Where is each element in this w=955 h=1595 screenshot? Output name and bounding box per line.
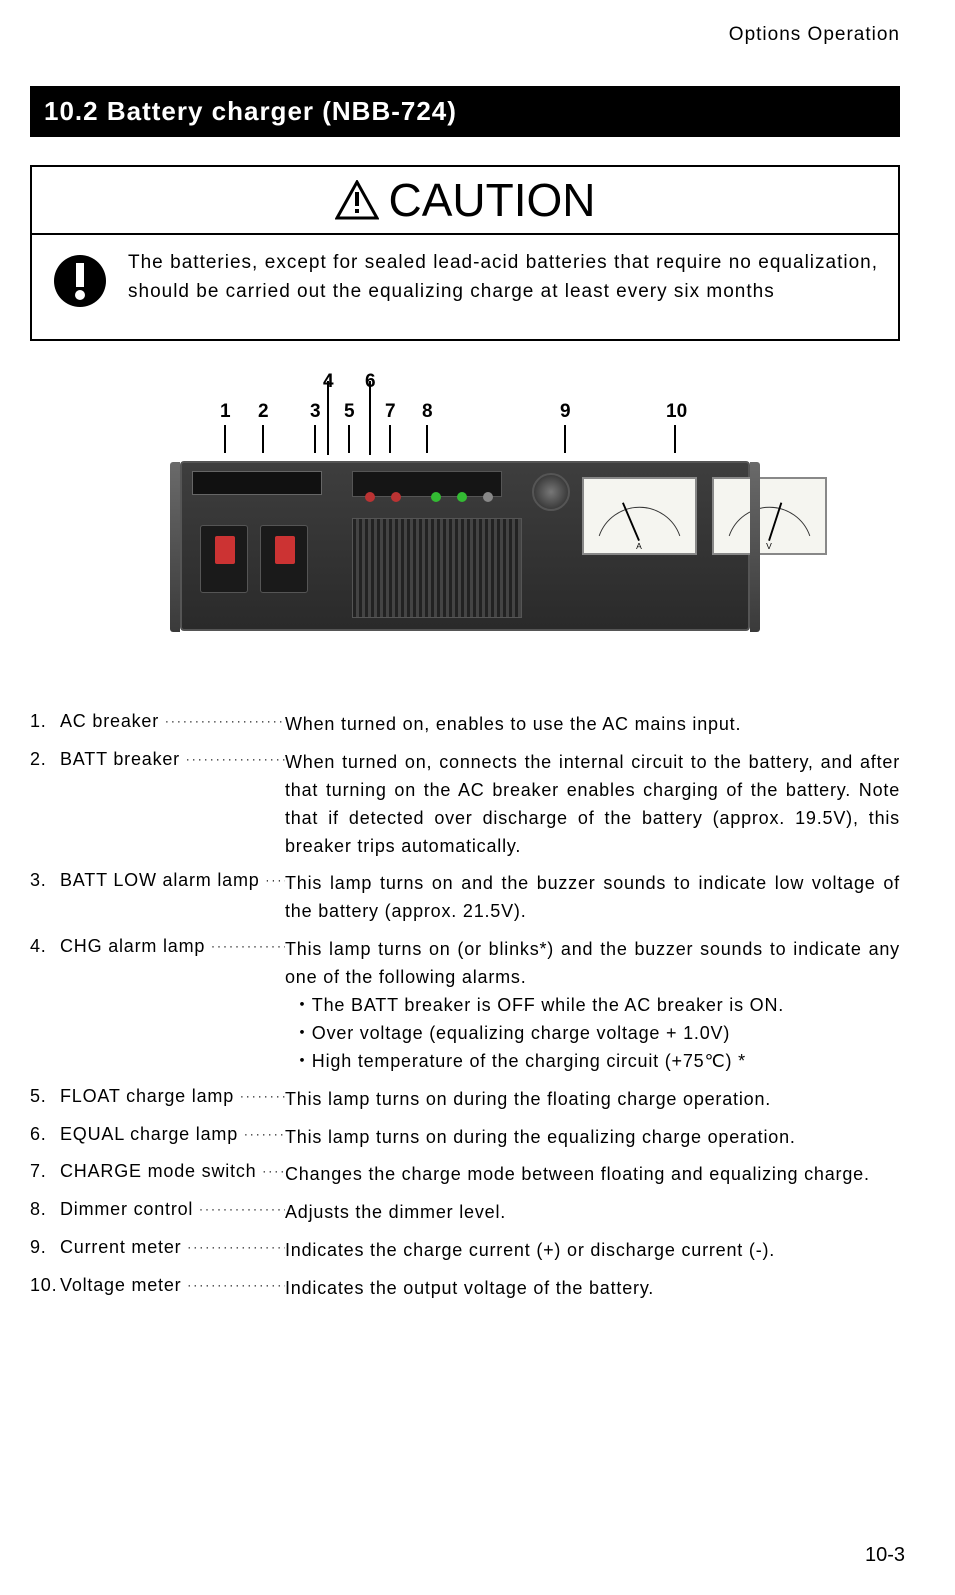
batt-low-led [365, 492, 375, 502]
exclamation-circle-icon [52, 253, 108, 309]
item-row: 3.BATT LOW alarm lamp This lamp turns on… [30, 870, 900, 926]
item-number: 6. [30, 1124, 60, 1145]
item-number: 3. [30, 870, 60, 891]
ac-breaker [200, 525, 248, 593]
callout-10: 10 [666, 401, 687, 423]
device-illustration: A V [180, 461, 750, 631]
caution-header: CAUTION [32, 167, 898, 235]
item-list: 1.AC breaker When turned on, enables to … [30, 711, 900, 1303]
item-description: This lamp turns on (or blinks*) and the … [285, 936, 900, 1075]
equal-led [457, 492, 467, 502]
item-row: 8.Dimmer control Adjusts the dimmer leve… [30, 1199, 900, 1227]
callout-tick [426, 425, 428, 453]
callout-5: 5 [344, 401, 355, 423]
caution-body: The batteries, except for sealed lead-ac… [32, 235, 898, 339]
item-label: CHARGE mode switch [60, 1161, 285, 1182]
indicator-panel [352, 471, 502, 497]
item-sub: ・The BATT breaker is OFF while the AC br… [285, 992, 900, 1020]
float-led [431, 492, 441, 502]
item-row: 5.FLOAT charge lamp This lamp turns on d… [30, 1086, 900, 1114]
item-label: EQUAL charge lamp [60, 1124, 285, 1145]
callout-tick [314, 425, 316, 453]
warning-triangle-icon [335, 180, 379, 220]
callout-tick [369, 381, 371, 455]
voltage-meter: V [712, 477, 827, 555]
section-title: 10.2 Battery charger (NBB-724) [30, 86, 900, 137]
callout-tick [262, 425, 264, 453]
item-row: 4.CHG alarm lamp This lamp turns on (or … [30, 936, 900, 1075]
item-description: When turned on, connects the internal ci… [285, 749, 900, 861]
callout-tick [224, 425, 226, 453]
item-description: Indicates the output voltage of the batt… [285, 1275, 900, 1303]
caution-text: The batteries, except for sealed lead-ac… [128, 249, 882, 306]
item-sub: ・High temperature of the charging circui… [285, 1048, 900, 1076]
callout-tick [674, 425, 676, 453]
item-description: Adjusts the dimmer level. [285, 1199, 900, 1227]
item-row: 6.EQUAL charge lamp This lamp turns on d… [30, 1124, 900, 1152]
item-row: 10.Voltage meter Indicates the output vo… [30, 1275, 900, 1303]
item-number: 10. [30, 1275, 60, 1296]
item-description: This lamp turns on during the equalizing… [285, 1124, 900, 1152]
item-row: 9.Current meter Indicates the charge cur… [30, 1237, 900, 1265]
callout-tick [348, 425, 350, 453]
caution-label: CAUTION [389, 173, 596, 227]
callout-tick [564, 425, 566, 453]
callout-tick [327, 381, 329, 455]
callout-8: 8 [422, 401, 433, 423]
caution-word: CAUTION [335, 173, 596, 227]
item-label: AC breaker [60, 711, 285, 732]
item-number: 1. [30, 711, 60, 732]
chg-led [391, 492, 401, 502]
vent-grille [352, 518, 522, 618]
item-number: 2. [30, 749, 60, 770]
item-description: This lamp turns on during the floating c… [285, 1086, 900, 1114]
callout-3: 3 [310, 401, 321, 423]
item-label: BATT breaker [60, 749, 285, 770]
item-number: 9. [30, 1237, 60, 1258]
item-label: Voltage meter [60, 1275, 285, 1296]
item-label: Dimmer control [60, 1199, 285, 1220]
item-number: 8. [30, 1199, 60, 1220]
item-label: CHG alarm lamp [60, 936, 285, 957]
item-row: 7.CHARGE mode switch Changes the charge … [30, 1161, 900, 1189]
callout-2: 2 [258, 401, 269, 423]
item-number: 7. [30, 1161, 60, 1182]
item-label: BATT LOW alarm lamp [60, 870, 285, 891]
callout-7: 7 [385, 401, 396, 423]
item-description: When turned on, enables to use the AC ma… [285, 711, 900, 739]
caution-box: CAUTION The batteries, except for sealed… [30, 165, 900, 341]
device-model-plate [192, 471, 322, 495]
callout-9: 9 [560, 401, 571, 423]
page-number: 10-3 [865, 1544, 905, 1567]
page-header: Options Operation [30, 24, 905, 46]
item-label: Current meter [60, 1237, 285, 1258]
batt-breaker [260, 525, 308, 593]
dimmer-knob [532, 473, 570, 511]
svg-text:V: V [766, 541, 772, 551]
item-row: 1.AC breaker When turned on, enables to … [30, 711, 900, 739]
item-label: FLOAT charge lamp [60, 1086, 285, 1107]
item-description: Indicates the charge current (+) or disc… [285, 1237, 900, 1265]
current-meter: A [582, 477, 697, 555]
item-row: 2.BATT breaker When turned on, connects … [30, 749, 900, 861]
item-number: 4. [30, 936, 60, 957]
item-number: 5. [30, 1086, 60, 1107]
mode-switch [483, 492, 493, 502]
device-diagram: A V 46123578910 [30, 371, 900, 661]
callout-1: 1 [220, 401, 231, 423]
callout-tick [389, 425, 391, 453]
item-sub: ・Over voltage (equalizing charge voltage… [285, 1020, 900, 1048]
svg-text:A: A [636, 541, 642, 551]
item-description: Changes the charge mode between floating… [285, 1161, 900, 1189]
item-description: This lamp turns on and the buzzer sounds… [285, 870, 900, 926]
